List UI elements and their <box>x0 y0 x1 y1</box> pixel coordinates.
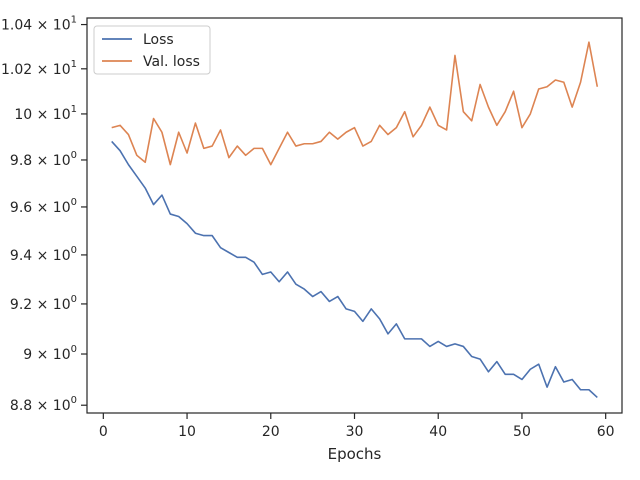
x-tick-label: 50 <box>513 424 531 440</box>
y-tick-label: 9.6 × 100 <box>10 197 77 216</box>
legend: Loss Val. loss <box>93 25 211 75</box>
x-axis-ticks: 0 10 20 30 40 50 60 <box>99 413 615 440</box>
x-tick-label: 0 <box>99 424 108 440</box>
x-tick-label: 30 <box>346 424 364 440</box>
plot-area <box>87 18 622 413</box>
y-tick-label: 9.4 × 100 <box>10 245 77 264</box>
legend-label-loss: Loss <box>143 32 174 48</box>
legend-box <box>93 25 211 75</box>
y-tick-label: 10 × 101 <box>14 104 77 123</box>
y-axis-ticks: 8.8 × 100 9 × 100 9.2 × 100 9.4 × 100 9.6 × … <box>1 15 87 414</box>
series-group <box>111 41 599 399</box>
y-tick-label: 1.02 × 101 <box>1 59 77 78</box>
x-tick-label: 20 <box>262 424 280 440</box>
y-tick-label: 9 × 100 <box>23 344 77 363</box>
x-tick-label: 60 <box>597 424 615 440</box>
series-line-val-loss <box>111 41 599 166</box>
x-axis-label: Epochs <box>328 445 382 463</box>
x-tick-label: 40 <box>429 424 447 440</box>
x-tick-label: 10 <box>178 424 196 440</box>
y-tick-label: 9.8 × 100 <box>10 150 77 169</box>
y-tick-label: 8.8 × 100 <box>10 395 77 414</box>
legend-label-val-loss: Val. loss <box>143 54 200 70</box>
series-line-loss <box>111 140 598 399</box>
y-tick-label: 1.04 × 101 <box>1 15 77 34</box>
y-tick-label: 9.2 × 100 <box>10 294 77 313</box>
